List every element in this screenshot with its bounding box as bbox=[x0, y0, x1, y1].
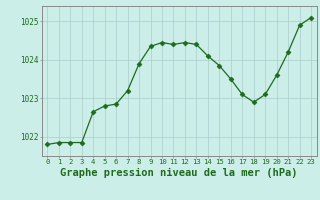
X-axis label: Graphe pression niveau de la mer (hPa): Graphe pression niveau de la mer (hPa) bbox=[60, 168, 298, 178]
